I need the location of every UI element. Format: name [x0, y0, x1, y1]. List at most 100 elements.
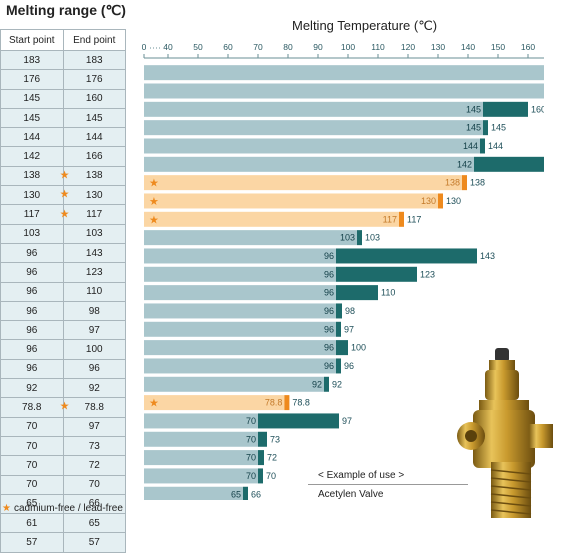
- bar-start: [144, 413, 258, 429]
- end-point-cell: 183: [62, 49, 126, 71]
- bar-end-label: 123: [420, 269, 435, 279]
- start-point-header: Start point: [0, 29, 64, 51]
- bar-end-marker: [462, 175, 467, 191]
- x-tick-label: 140: [461, 42, 475, 52]
- table-row: 130 ★ 130: [0, 185, 126, 206]
- bar-end-label: 110: [381, 288, 395, 298]
- end-point-header: End point: [62, 29, 126, 51]
- bar-range: [336, 321, 341, 337]
- start-point-cell: 65: [0, 493, 64, 515]
- x-tick-label: 130: [431, 42, 445, 52]
- bar-start-label: 130: [421, 196, 436, 206]
- star-icon: ★: [149, 178, 159, 190]
- table-row: 78.8 ★ 78.8: [0, 397, 126, 418]
- table-row: 183 183: [0, 49, 126, 71]
- x-tick-label: 120: [401, 42, 415, 52]
- end-point-cell: 70: [62, 474, 126, 495]
- end-point-cell: 117: [62, 204, 126, 225]
- table-row: 145 145: [0, 107, 126, 129]
- end-point-cell: 166: [62, 146, 126, 167]
- table-row: 96 123: [0, 262, 126, 283]
- start-point-value: 96: [26, 363, 38, 375]
- start-point-cell: 70: [0, 416, 64, 437]
- end-point-cell: 176: [62, 69, 126, 90]
- bar-start: [144, 266, 336, 282]
- start-point-cell: 70: [0, 435, 64, 457]
- bar-end-label: 72: [267, 453, 277, 463]
- bar-start-label: 117: [383, 214, 397, 224]
- start-point-value: 138: [23, 170, 41, 182]
- start-point-cell: 144: [0, 127, 64, 148]
- example-caption: < Example of use >: [318, 470, 405, 481]
- x-tick-label: 60: [223, 42, 233, 52]
- start-point-cell: 96: [0, 300, 64, 322]
- table-row: 138 ★ 138: [0, 165, 126, 187]
- table-row: 65 66: [0, 493, 126, 515]
- table-row: 96 100: [0, 339, 126, 360]
- bar-start: [144, 450, 258, 466]
- x-tick-label: 150: [491, 42, 505, 52]
- table-row: 61 65: [0, 513, 126, 534]
- start-point-value: 70: [26, 459, 38, 471]
- start-point-value: 70: [26, 479, 38, 491]
- bar-start: [144, 65, 544, 81]
- bar-start-label: 70: [246, 453, 256, 463]
- bar-range: [258, 431, 267, 447]
- start-point-cell: 96: [0, 358, 64, 380]
- table-row: 176 176: [0, 69, 126, 90]
- star-icon: ★: [149, 196, 159, 208]
- bar-start: [144, 486, 243, 500]
- start-point-cell: 70: [0, 474, 64, 495]
- bar-start: [144, 431, 258, 447]
- start-point-value: 92: [26, 382, 38, 394]
- star-icon: ★: [59, 169, 70, 182]
- table-row: 70 97: [0, 416, 126, 437]
- start-point-cell: 145: [0, 88, 64, 109]
- start-point-cell: 78.8 ★: [0, 397, 69, 418]
- bar-end-label: 96: [344, 361, 354, 371]
- table-row: 70 70: [0, 474, 126, 495]
- star-icon: ★: [149, 398, 159, 410]
- end-point-cell: 97: [62, 416, 126, 437]
- start-point-cell: 145: [0, 107, 64, 129]
- melting-range-table: Start point End point 183 183 176 176 145 160…: [0, 29, 126, 553]
- start-point-cell: 96: [0, 339, 64, 360]
- x-tick-label: 110: [371, 42, 385, 52]
- x-tick-label: 70: [253, 42, 263, 52]
- bar-end-label: 73: [270, 434, 280, 444]
- bar-end-label: 70: [266, 471, 276, 481]
- table-row: 96 96: [0, 358, 126, 380]
- start-point-value: 176: [23, 73, 41, 85]
- bar-start-label: 96: [324, 324, 334, 334]
- table-row: 96 98: [0, 300, 126, 322]
- bar-start: [144, 83, 544, 99]
- bar-start-highlight: [144, 175, 462, 191]
- start-point-value: 117: [23, 209, 40, 221]
- bar-end-label: 98: [345, 306, 355, 316]
- bar-range: [336, 358, 341, 374]
- bar-start-label: 92: [312, 379, 322, 389]
- end-point-cell: 110: [62, 281, 126, 302]
- bar-start: [144, 138, 480, 154]
- legend: ★ cadmium-free / lead-free: [2, 503, 123, 514]
- bar-range: [336, 285, 378, 301]
- table-row: 96 97: [0, 320, 126, 341]
- bar-end-label: 144: [488, 141, 503, 151]
- table-row: 92 92: [0, 378, 126, 399]
- end-point-cell: 66: [62, 493, 126, 515]
- bar-start: [144, 120, 483, 136]
- bar-end-label: 66: [251, 489, 261, 499]
- start-point-value: 70: [26, 440, 38, 452]
- table-row: 142 166: [0, 146, 126, 167]
- bar-start-highlight: [144, 211, 399, 227]
- bar-start-label: 138: [445, 178, 460, 188]
- start-point-cell: 176: [0, 69, 64, 90]
- bar-start: [144, 285, 336, 301]
- bar-start-label: 145: [466, 104, 481, 114]
- bar-range: [258, 413, 339, 429]
- x-tick-label: 80: [283, 42, 293, 52]
- bar-end-label: 138: [470, 178, 485, 188]
- start-point-cell: 138 ★: [0, 165, 69, 187]
- bar-range: [336, 248, 477, 264]
- melting-range-rows: 183 183 176 176 145 160 145 145 144 144 142 166 138 ★…: [0, 49, 126, 553]
